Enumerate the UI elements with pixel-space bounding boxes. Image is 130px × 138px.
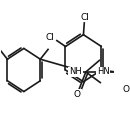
Text: O: O [74, 90, 81, 99]
Text: NH: NH [69, 67, 82, 76]
Text: HN: HN [97, 67, 109, 76]
Text: Cl: Cl [46, 33, 54, 42]
Text: Cl: Cl [81, 13, 90, 22]
Text: O: O [123, 85, 130, 94]
